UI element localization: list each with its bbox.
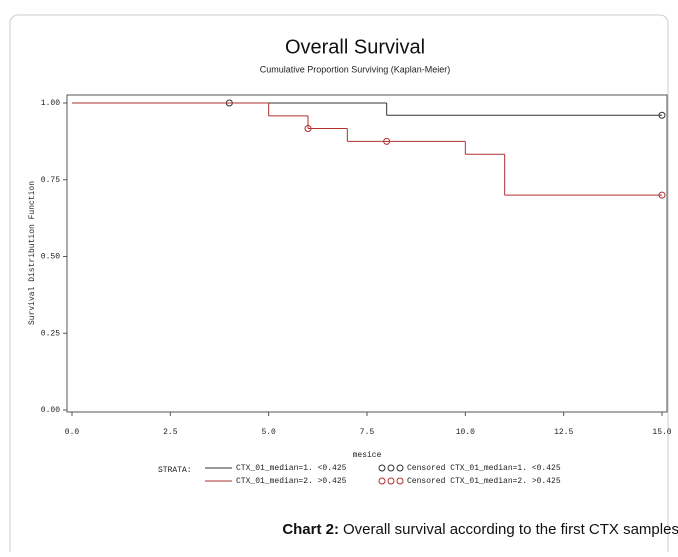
chart-subtitle: Cumulative Proportion Surviving (Kaplan-… — [260, 64, 451, 74]
legend-label: CTX_01_median=1. <0.425 — [236, 464, 347, 473]
caption-text: Overall survival according to the first … — [343, 521, 678, 538]
y-tick-label: 0.00 — [41, 406, 60, 415]
censored-marker — [658, 111, 666, 119]
censored-marker — [304, 124, 312, 132]
frame-border — [9, 14, 669, 557]
x-tick-label: 2.5 — [163, 428, 178, 437]
censored-marker — [658, 191, 666, 199]
x-axis-label: mesice — [353, 451, 382, 460]
legend-censored-swatch — [378, 464, 386, 472]
chart-title: Overall Survival — [285, 36, 425, 58]
x-tick-label: 10.0 — [456, 428, 475, 437]
legend-title: STRATA: — [158, 466, 192, 475]
legend-censored-swatch — [387, 477, 395, 485]
legend-censored-swatch — [396, 464, 404, 472]
y-axis-label: Survival Distribution Function — [28, 181, 37, 325]
y-tick-label: 1.00 — [41, 99, 60, 108]
x-tick-label: 15.0 — [652, 428, 671, 437]
legend-censored-swatch — [387, 464, 395, 472]
x-tick-label: 12.5 — [554, 428, 573, 437]
legend-censored-label: Censored CTX_01_median=1. <0.425 — [407, 464, 561, 473]
y-tick-label: 0.50 — [41, 253, 60, 262]
y-tick-label: 0.25 — [41, 329, 60, 338]
censored-marker — [383, 137, 391, 145]
legend-censored-swatch — [378, 477, 386, 485]
x-tick-label: 5.0 — [261, 428, 276, 437]
plot-frame — [66, 94, 668, 413]
caption-label: Chart 2: — [282, 521, 339, 538]
legend-label: CTX_01_median=2. >0.425 — [236, 477, 347, 486]
legend-censored-swatch — [396, 477, 404, 485]
x-tick-label: 0.0 — [65, 428, 80, 437]
legend-censored-label: Censored CTX_01_median=2. >0.425 — [407, 477, 561, 486]
y-tick-label: 0.75 — [41, 176, 60, 185]
x-tick-label: 7.5 — [360, 428, 375, 437]
